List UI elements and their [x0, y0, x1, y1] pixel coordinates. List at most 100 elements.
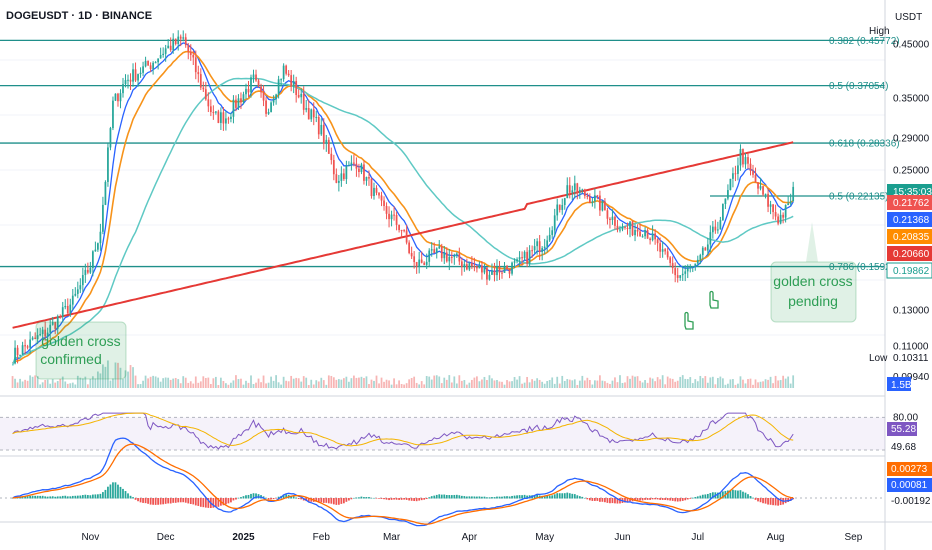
- volume-bar: [629, 378, 631, 388]
- candle: [649, 237, 651, 245]
- candle: [172, 33, 175, 54]
- macd-histogram-bar: [418, 498, 421, 501]
- macd-histogram-bar: [779, 498, 782, 506]
- candle: [370, 177, 373, 199]
- candle-body: [754, 174, 757, 183]
- volume-bar: [621, 382, 624, 388]
- candle: [39, 327, 42, 337]
- candle: [772, 204, 774, 220]
- volume-bar: [169, 379, 172, 388]
- macd-histogram-bar: [752, 497, 754, 499]
- macd-histogram-bar: [388, 498, 390, 501]
- macd-histogram-bar: [11, 498, 14, 499]
- macd-histogram-bar: [701, 494, 704, 499]
- candle: [84, 263, 87, 283]
- svg-text:15:35:03: 15:35:03: [893, 187, 932, 198]
- candle: [179, 34, 182, 47]
- low-label: Low: [869, 353, 888, 364]
- macd-histogram-bar: [69, 496, 72, 499]
- currency-label[interactable]: USDT: [895, 12, 922, 23]
- candle: [315, 110, 318, 123]
- candle-body: [302, 93, 305, 110]
- volume-bar: [656, 377, 659, 388]
- candle: [468, 261, 471, 272]
- volume-bar: [719, 376, 722, 388]
- macd-histogram-bar: [142, 498, 144, 503]
- candle: [506, 264, 508, 270]
- volume-bar: [337, 379, 340, 388]
- macd-value-tag: 0.00081: [887, 478, 932, 492]
- candle-body: [395, 215, 398, 225]
- candle: [119, 89, 122, 109]
- candle: [749, 158, 752, 176]
- macd-histogram-bar: [327, 498, 330, 504]
- volume-bar: [696, 381, 699, 388]
- candle-body: [538, 241, 541, 252]
- candle-body: [355, 163, 358, 169]
- candle-body: [420, 259, 423, 263]
- candle: [227, 116, 230, 124]
- volume-bar: [624, 382, 626, 388]
- time-axis[interactable]: Nov Dec 2025 Feb Mar Apr May Jun Jul Aug Sep: [81, 532, 862, 543]
- macd-histogram-bar: [455, 494, 458, 499]
- price-axis[interactable]: 0.45000 0.35000 0.29000 0.25000 0.13000 0.110…: [869, 26, 930, 391]
- symbol-title[interactable]: DOGEUSDT · 1D · BINANCE: [6, 10, 152, 22]
- candle: [699, 253, 702, 265]
- candle-body: [586, 195, 589, 197]
- macd-histogram-bar: [413, 498, 416, 502]
- volume-bar: [792, 375, 795, 388]
- candle: [576, 182, 579, 200]
- volume-bar: [350, 378, 353, 388]
- volume-bar: [491, 378, 493, 388]
- candle: [787, 195, 790, 206]
- candle-body: [49, 324, 52, 333]
- candle-body: [651, 233, 654, 241]
- volume-bar: [516, 379, 518, 388]
- candle-body: [149, 65, 152, 70]
- candle-body: [714, 226, 717, 231]
- macd-histogram-bar: [375, 498, 378, 499]
- macd-histogram-bar: [46, 496, 49, 499]
- time-tick-label: May: [535, 532, 554, 543]
- volume-bar: [240, 378, 242, 388]
- volume-bar: [250, 375, 252, 388]
- macd-histogram-bar: [157, 498, 160, 505]
- macd-histogram-bar: [533, 495, 536, 499]
- svg-text:0.21762: 0.21762: [893, 198, 930, 209]
- volume-bar: [626, 376, 629, 388]
- macd-pane[interactable]: 0.00273 0.00081 -0.00192: [0, 437, 932, 527]
- macd-histogram-bar: [596, 498, 599, 501]
- candle: [114, 93, 117, 102]
- volume-bar: [152, 375, 154, 388]
- macd-histogram-bar: [634, 498, 636, 501]
- candle-body: [496, 266, 498, 276]
- candle-body: [553, 215, 556, 231]
- macd-histogram-bar: [591, 498, 594, 501]
- macd-histogram-bar: [39, 495, 42, 499]
- volume-bar: [197, 382, 200, 388]
- volume-bar: [666, 376, 669, 388]
- candle-body: [345, 166, 348, 180]
- candle-body: [616, 225, 619, 230]
- macd-histogram-bar: [348, 498, 350, 501]
- macd-histogram-bar: [177, 498, 180, 503]
- time-tick-label: Sep: [845, 532, 863, 543]
- volume-bar: [430, 379, 433, 388]
- candle: [450, 251, 453, 264]
- macd-histogram-bar: [400, 498, 403, 500]
- annotation-box[interactable]: [770, 261, 857, 323]
- macd-histogram-bar: [300, 498, 303, 500]
- candle-body: [792, 186, 795, 202]
- annotation-box[interactable]: [35, 321, 127, 380]
- candle-body: [588, 196, 591, 204]
- macd-histogram-bar: [29, 495, 31, 499]
- candle-body: [578, 189, 581, 193]
- volume-bar: [473, 377, 476, 388]
- candle: [292, 74, 295, 94]
- volume-bar: [440, 383, 443, 388]
- time-tick-label: Apr: [462, 532, 478, 543]
- macd-histogram-bar: [137, 498, 139, 502]
- candle: [285, 64, 288, 76]
